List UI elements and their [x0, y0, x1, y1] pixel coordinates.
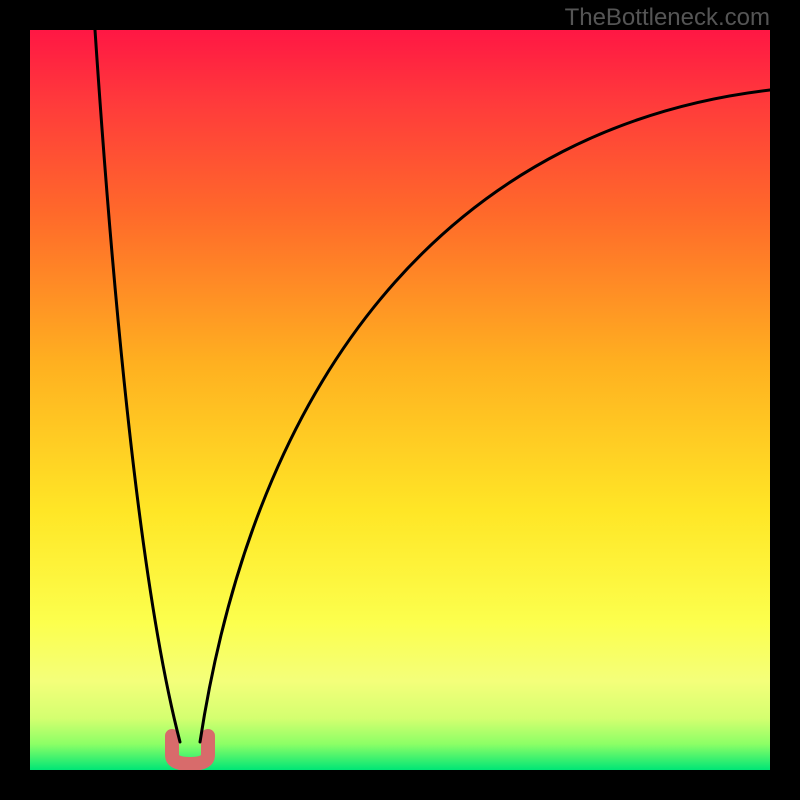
chart-container: TheBottleneck.com	[0, 0, 800, 800]
curve-right-branch	[200, 90, 770, 742]
plot-area	[30, 30, 770, 770]
curve-left-branch	[95, 30, 180, 742]
dip-marker	[172, 736, 208, 764]
curves-layer	[30, 30, 770, 770]
watermark-text: TheBottleneck.com	[565, 4, 770, 32]
